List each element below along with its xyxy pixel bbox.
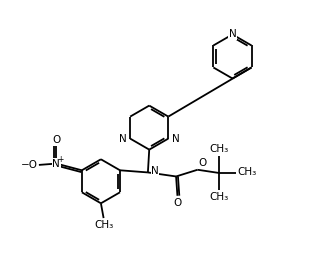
- Text: +: +: [57, 155, 64, 164]
- Text: N: N: [52, 159, 60, 169]
- Text: CH₃: CH₃: [94, 220, 113, 230]
- Text: O: O: [173, 198, 181, 208]
- Text: O: O: [52, 135, 60, 145]
- Text: CH₃: CH₃: [209, 192, 229, 202]
- Text: CH₃: CH₃: [209, 144, 229, 154]
- Text: O: O: [198, 158, 207, 168]
- Text: N: N: [119, 134, 127, 144]
- Text: CH₃: CH₃: [238, 167, 257, 178]
- Text: N: N: [229, 29, 236, 39]
- Text: N: N: [172, 134, 179, 144]
- Text: N: N: [151, 166, 159, 176]
- Text: −O: −O: [21, 160, 38, 170]
